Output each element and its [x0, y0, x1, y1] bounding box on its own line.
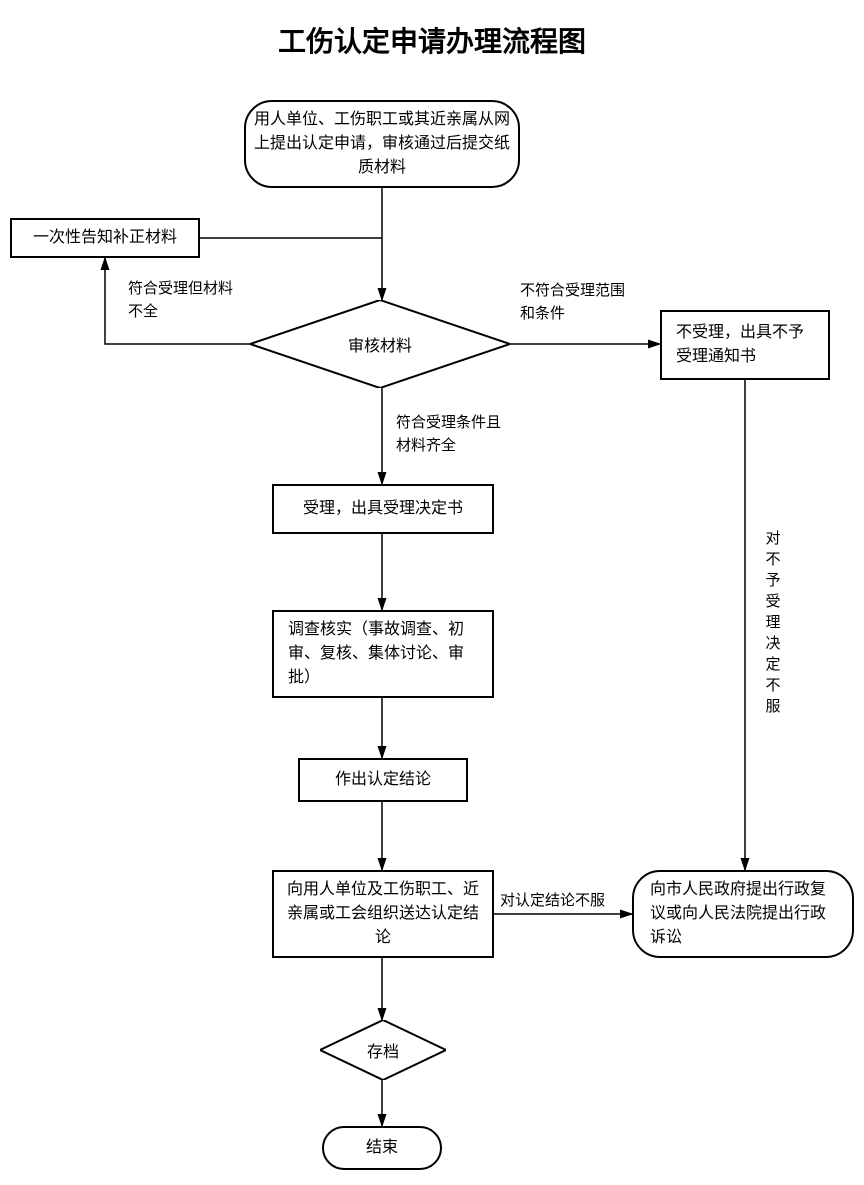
node-appeal: 向市人民政府提出行政复议或向人民法院提出行政诉讼 — [632, 870, 854, 958]
node-notify-text: 一次性告知补正材料 — [33, 226, 177, 250]
diagram-title: 工伤认定申请办理流程图 — [0, 20, 864, 60]
node-deliver-text: 向用人单位及工伤职工、近亲属或工会组织送达认定结论 — [282, 878, 484, 950]
label-incomplete: 符合受理但材料不全 — [128, 278, 238, 323]
node-reject-text: 不受理，出具不予受理通知书 — [676, 321, 814, 369]
node-investigate-text: 调查核实（事故调查、初审、复核、集体讨论、审批） — [288, 618, 478, 690]
node-conclusion: 作出认定结论 — [298, 758, 468, 802]
label-qualify: 符合受理条件且材料齐全 — [396, 412, 506, 457]
node-archive: 存档 — [320, 1020, 446, 1080]
node-review-text: 审核材料 — [250, 300, 510, 388]
node-reject: 不受理，出具不予受理通知书 — [660, 310, 830, 380]
node-archive-text: 存档 — [320, 1020, 446, 1080]
label-not-qualify: 不符合受理范围和条件 — [520, 280, 630, 325]
node-deliver: 向用人单位及工伤职工、近亲属或工会组织送达认定结论 — [272, 870, 494, 958]
node-accept: 受理，出具受理决定书 — [272, 484, 494, 534]
node-notify-supplement: 一次性告知补正材料 — [10, 218, 200, 258]
label-disagree-reject: 对不予受理决定不服 — [760, 530, 783, 750]
node-conclusion-text: 作出认定结论 — [335, 768, 431, 792]
label-disagree-conclusion: 对认定结论不服 — [500, 890, 630, 913]
node-start: 用人单位、工伤职工或其近亲属从网上提出认定申请，审核通过后提交纸质材料 — [244, 100, 520, 188]
node-investigate: 调查核实（事故调查、初审、复核、集体讨论、审批） — [272, 610, 494, 698]
node-start-text: 用人单位、工伤职工或其近亲属从网上提出认定申请，审核通过后提交纸质材料 — [254, 108, 510, 180]
node-end-text: 结束 — [366, 1136, 398, 1160]
node-review: 审核材料 — [250, 300, 510, 388]
node-appeal-text: 向市人民政府提出行政复议或向人民法院提出行政诉讼 — [650, 878, 836, 950]
node-accept-text: 受理，出具受理决定书 — [303, 497, 463, 521]
node-end: 结束 — [322, 1126, 442, 1170]
